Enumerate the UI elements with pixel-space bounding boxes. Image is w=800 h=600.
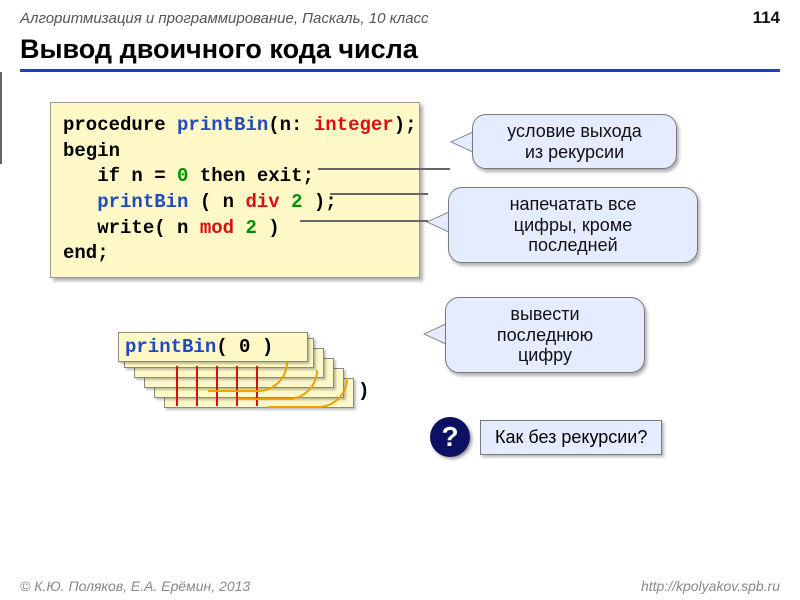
callout-print-all: напечатать все цифры, кроме последней [448, 187, 698, 263]
page-number: 114 [753, 8, 780, 28]
red-tick [196, 366, 198, 406]
code-text: (n: [268, 114, 314, 136]
arrow-line [300, 220, 428, 222]
code-text: ) [257, 217, 280, 239]
question-mark-icon: ? [430, 417, 470, 457]
stack-card-top: printBin( 0 ) [118, 332, 308, 362]
code-op: mod [200, 217, 234, 239]
arrow-line [330, 193, 428, 195]
code-num: 2 [291, 191, 302, 213]
code-type: integer [314, 114, 394, 136]
footer-url: http://kpolyakov.spb.ru [641, 578, 780, 594]
code-pad [63, 165, 97, 187]
stack-arg: ( 0 ) [216, 336, 273, 358]
callout-text: вывести [460, 304, 630, 325]
code-text [280, 191, 291, 213]
slide-content: procedure printBin(n: integer); begin if… [0, 72, 800, 542]
course-label: Алгоритмизация и программирование, Паска… [20, 10, 429, 27]
callout-exit-condition: условие выхода из рекурсии [472, 114, 677, 169]
arrow-line [0, 72, 2, 164]
code-text: ; [302, 165, 313, 187]
question-row: ? Как без рекурсии? [430, 417, 662, 457]
callout-tail [452, 132, 474, 152]
code-num: 0 [177, 165, 188, 187]
callout-text: последнюю [460, 325, 630, 346]
code-num: 2 [245, 217, 256, 239]
callout-text: цифру [460, 345, 630, 366]
callout-text: цифры, кроме [463, 215, 683, 236]
recursion-stack: printBin( 0 ) ) [118, 332, 368, 442]
callout-text: условие выхода [487, 121, 662, 142]
code-text: ); [394, 114, 417, 136]
callout-text: из рекурсии [487, 142, 662, 163]
code-kw: write [97, 217, 154, 239]
question-box: Как без рекурсии? [480, 420, 662, 455]
arrow-line [318, 168, 450, 170]
callout-text: последней [463, 235, 683, 256]
code-kw: procedure [63, 114, 177, 136]
red-tick [176, 366, 178, 406]
code-box: procedure printBin(n: integer); begin if… [50, 102, 420, 278]
code-kw: if [97, 165, 120, 187]
code-text [234, 217, 245, 239]
code-pad [63, 217, 97, 239]
code-text [188, 165, 199, 187]
code-kw: end; [63, 242, 109, 264]
code-text: ( n [154, 217, 200, 239]
code-text: ( n [188, 191, 245, 213]
code-fn: printBin [97, 191, 188, 213]
code-kw: begin [63, 140, 120, 162]
callout-print-last: вывести последнюю цифру [445, 297, 645, 373]
callout-text: напечатать все [463, 194, 683, 215]
code-op: div [245, 191, 279, 213]
callout-tail [425, 324, 447, 344]
footer-copyright: © К.Ю. Поляков, Е.А. Ерёмин, 2013 [20, 578, 250, 594]
stack-fn: printBin [125, 336, 216, 358]
code-pad [63, 191, 97, 213]
callout-tail [428, 212, 450, 232]
stack-paren: ) [358, 380, 369, 402]
page-title: Вывод двоичного кода числа [20, 34, 780, 72]
code-text: n = [120, 165, 177, 187]
code-fn: printBin [177, 114, 268, 136]
code-kw: then exit [200, 165, 303, 187]
